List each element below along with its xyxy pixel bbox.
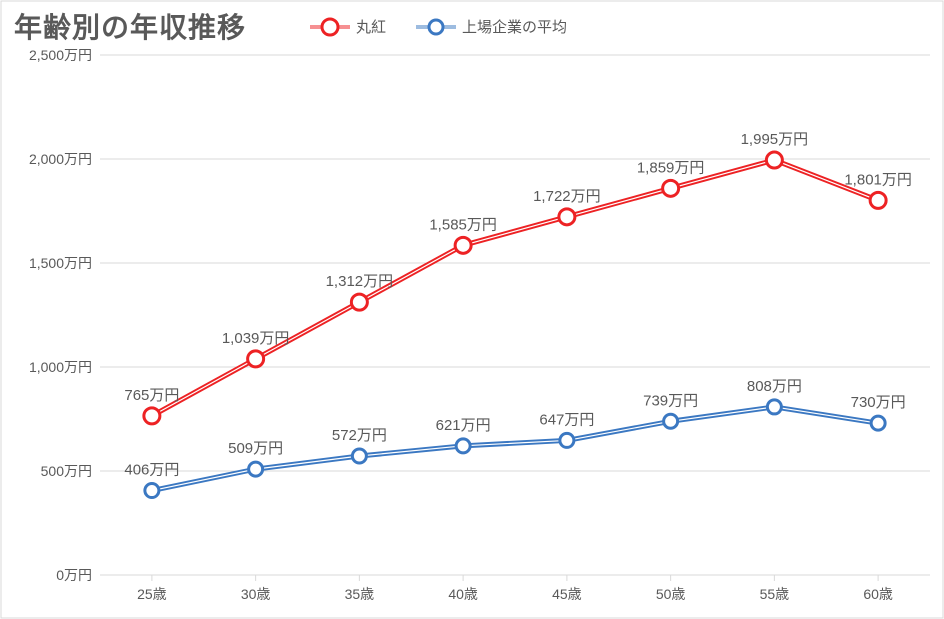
data-point-label: 730万円 — [851, 394, 906, 411]
data-point-marker — [559, 209, 575, 225]
chart-legend: 丸紅 上場企業の平均 — [310, 16, 567, 37]
legend-label: 丸紅 — [356, 16, 386, 37]
data-point-label: 1,039万円 — [222, 330, 290, 347]
data-point-label: 1,801万円 — [844, 171, 912, 188]
chart-title: 年齢別の年収推移 — [14, 6, 246, 46]
data-point-label: 572万円 — [332, 427, 387, 444]
data-point-label: 621万円 — [436, 417, 491, 434]
data-point-marker — [767, 400, 781, 414]
data-point-marker — [871, 416, 885, 430]
x-axis-tick-label: 60歳 — [863, 586, 893, 602]
data-point-label: 647万円 — [539, 411, 594, 428]
y-axis-tick-label: 2,500万円 — [29, 47, 92, 63]
legend-marker-icon — [416, 17, 456, 37]
data-point-marker — [456, 439, 470, 453]
data-point-marker — [455, 237, 471, 253]
data-point-label: 765万円 — [124, 387, 179, 404]
data-point-marker — [248, 351, 264, 367]
data-point-label: 808万円 — [747, 378, 802, 395]
data-point-marker — [870, 192, 886, 208]
chart-container: 年齢別の年収推移 丸紅 上場企業の平均 0万円 500万円 1,000万円 1,500… — [0, 0, 944, 619]
data-point-marker — [352, 449, 366, 463]
data-point-label: 1,585万円 — [429, 216, 497, 233]
legend-label: 上場企業の平均 — [462, 16, 567, 37]
data-point-label: 1,859万円 — [637, 159, 705, 176]
y-axis-tick-label: 1,000万円 — [29, 359, 92, 375]
legend-item: 上場企業の平均 — [416, 16, 567, 37]
x-axis-tick-label: 50歳 — [656, 586, 686, 602]
data-point-marker — [560, 433, 574, 447]
legend-item: 丸紅 — [310, 16, 386, 37]
data-point-label: 1,722万円 — [533, 188, 601, 205]
y-axis-tick-label: 500万円 — [41, 463, 92, 479]
data-point-label: 509万円 — [228, 440, 283, 457]
data-point-label: 739万円 — [643, 392, 698, 409]
data-point-marker — [664, 414, 678, 428]
line-chart: 0万円 500万円 1,000万円 1,500万円 2,000万円 2,500万円 25歳 3… — [0, 0, 944, 619]
data-point-label: 1,995万円 — [741, 131, 809, 148]
data-point-marker — [766, 152, 782, 168]
y-axis-tick-label: 2,000万円 — [29, 151, 92, 167]
data-point-marker — [144, 408, 160, 424]
data-point-marker — [351, 294, 367, 310]
x-axis-tick-label: 35歳 — [345, 586, 375, 602]
x-axis-tick-label: 30歳 — [241, 586, 271, 602]
x-axis-tick-label: 45歳 — [552, 586, 582, 602]
data-point-label: 1,312万円 — [326, 273, 394, 290]
x-axis-tick-label: 25歳 — [137, 586, 167, 602]
x-axis-tick-label: 40歳 — [448, 586, 478, 602]
x-axis-tick-label: 55歳 — [760, 586, 790, 602]
y-axis-tick-label: 0万円 — [56, 567, 92, 583]
data-point-label: 406万円 — [124, 462, 179, 479]
data-point-marker — [663, 180, 679, 196]
y-axis-tick-label: 1,500万円 — [29, 255, 92, 271]
legend-marker-icon — [310, 17, 350, 37]
data-point-marker — [249, 462, 263, 476]
data-point-marker — [145, 484, 159, 498]
